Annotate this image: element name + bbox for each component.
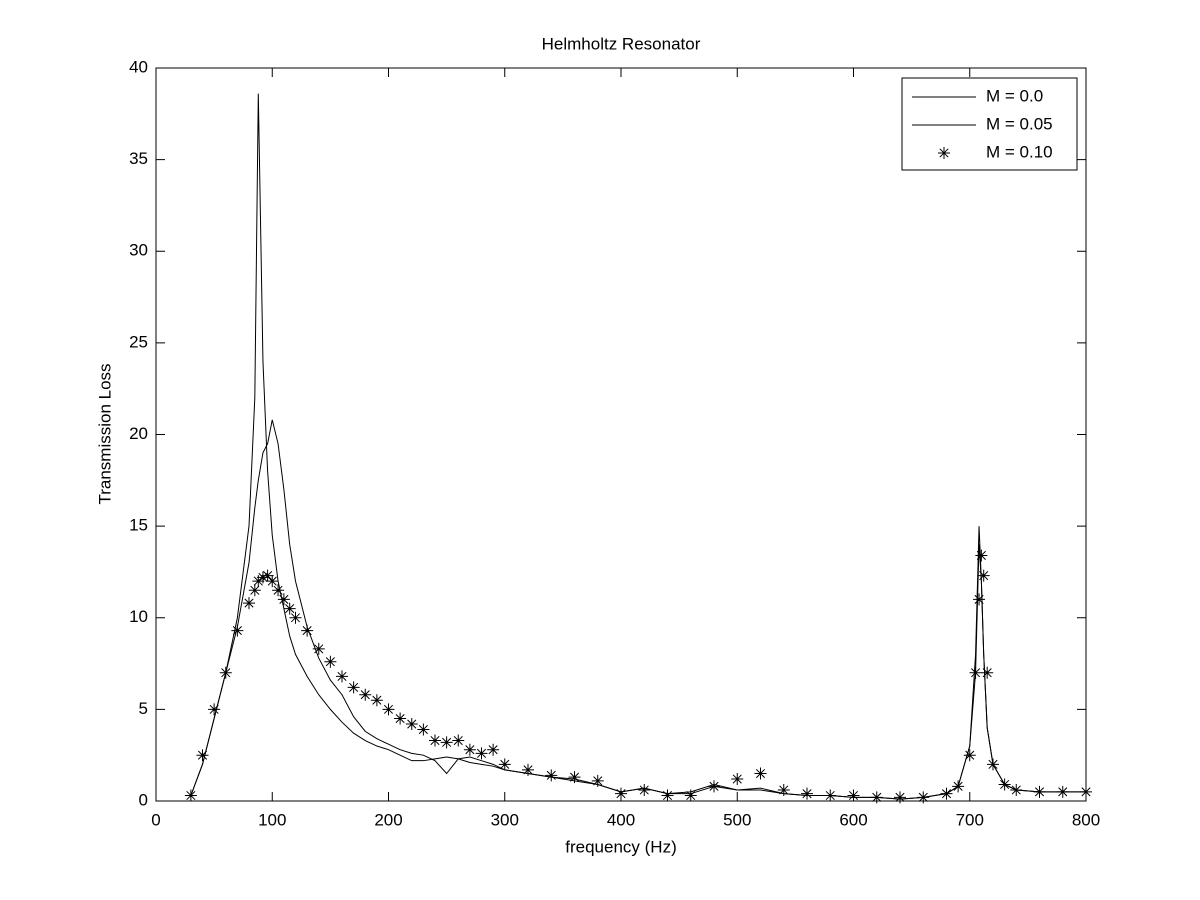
star-marker bbox=[661, 789, 674, 802]
star-marker bbox=[684, 789, 697, 802]
y-tick-label: 10 bbox=[129, 607, 148, 626]
star-marker bbox=[963, 749, 976, 762]
star-marker bbox=[452, 734, 465, 747]
x-tick-label: 700 bbox=[956, 810, 984, 829]
star-marker bbox=[998, 778, 1011, 791]
x-tick-label: 600 bbox=[839, 810, 867, 829]
y-tick-label: 20 bbox=[129, 424, 148, 443]
star-marker bbox=[283, 602, 296, 615]
star-marker bbox=[981, 666, 994, 679]
star-marker bbox=[301, 624, 314, 637]
star-marker bbox=[1080, 785, 1092, 798]
star-marker bbox=[969, 666, 982, 679]
star-marker bbox=[429, 734, 441, 747]
star-marker bbox=[498, 758, 511, 771]
star-marker bbox=[591, 774, 604, 787]
star-marker bbox=[272, 584, 285, 597]
star-marker bbox=[973, 593, 986, 606]
x-axis-label: frequency (Hz) bbox=[565, 837, 676, 856]
star-marker bbox=[256, 571, 269, 584]
star-marker bbox=[370, 694, 383, 707]
legend-label: M = 0.10 bbox=[986, 142, 1053, 161]
star-marker bbox=[522, 763, 534, 776]
star-marker bbox=[1010, 784, 1023, 797]
star-marker bbox=[219, 666, 232, 679]
y-tick-label: 0 bbox=[139, 790, 148, 809]
star-marker bbox=[417, 723, 430, 736]
star-marker bbox=[801, 787, 813, 800]
star-marker bbox=[184, 789, 197, 802]
star-marker bbox=[405, 718, 418, 731]
star-marker bbox=[266, 575, 279, 588]
star-marker bbox=[336, 670, 348, 683]
star-marker bbox=[487, 743, 500, 756]
y-tick-label: 40 bbox=[129, 57, 148, 76]
star-marker bbox=[708, 780, 720, 793]
star-marker bbox=[475, 747, 488, 760]
star-marker bbox=[261, 569, 274, 582]
x-tick-label: 100 bbox=[258, 810, 286, 829]
star-marker bbox=[243, 597, 255, 610]
star-marker bbox=[1056, 785, 1069, 798]
x-tick-label: 800 bbox=[1072, 810, 1100, 829]
x-tick-label: 300 bbox=[491, 810, 519, 829]
star-marker bbox=[289, 611, 302, 624]
star-marker bbox=[312, 642, 325, 655]
y-tick-label: 5 bbox=[139, 699, 148, 718]
star-marker bbox=[277, 593, 290, 606]
star-marker bbox=[394, 712, 407, 725]
star-marker bbox=[952, 780, 965, 793]
star-marker bbox=[248, 584, 261, 597]
x-tick-label: 500 bbox=[723, 810, 751, 829]
star-marker bbox=[870, 791, 883, 804]
legend-label: M = 0.05 bbox=[986, 114, 1053, 133]
star-marker bbox=[463, 743, 476, 756]
star-marker bbox=[196, 749, 209, 762]
y-tick-label: 15 bbox=[129, 516, 148, 535]
plot-area bbox=[155, 67, 1087, 802]
y-axis-label: Transmission Loss bbox=[95, 363, 114, 504]
legend-box bbox=[901, 77, 1078, 171]
star-marker bbox=[824, 789, 837, 802]
y-tick-label: 25 bbox=[129, 332, 148, 351]
star-marker bbox=[231, 624, 244, 637]
star-marker bbox=[324, 655, 337, 668]
star-marker bbox=[777, 784, 790, 797]
star-marker bbox=[940, 787, 953, 800]
x-tick-label: 200 bbox=[374, 810, 402, 829]
x-tick-label: 400 bbox=[607, 810, 635, 829]
star-marker bbox=[382, 703, 395, 716]
y-tick-label: 35 bbox=[129, 149, 148, 168]
star-marker bbox=[568, 771, 581, 784]
star-marker bbox=[252, 575, 265, 588]
star-marker bbox=[1033, 785, 1046, 798]
star-marker bbox=[977, 569, 990, 582]
star-marker bbox=[208, 703, 221, 716]
star-marker bbox=[615, 787, 627, 800]
chart-title: Helmholtz Resonator bbox=[542, 34, 701, 53]
star-marker bbox=[975, 549, 988, 562]
y-tick-label: 30 bbox=[129, 241, 148, 260]
star-marker bbox=[359, 688, 372, 701]
legend-marker bbox=[938, 147, 950, 159]
star-marker bbox=[731, 773, 744, 786]
star-marker bbox=[638, 784, 651, 797]
star-marker bbox=[347, 681, 360, 694]
star-marker bbox=[987, 758, 999, 771]
star-marker bbox=[545, 769, 558, 782]
star-marker bbox=[917, 791, 930, 804]
star-marker bbox=[847, 789, 860, 802]
star-marker bbox=[894, 791, 906, 804]
star-marker bbox=[440, 736, 453, 749]
x-tick-label: 0 bbox=[151, 810, 160, 829]
legend-label: M = 0.0 bbox=[986, 86, 1043, 105]
star-marker bbox=[754, 767, 767, 780]
